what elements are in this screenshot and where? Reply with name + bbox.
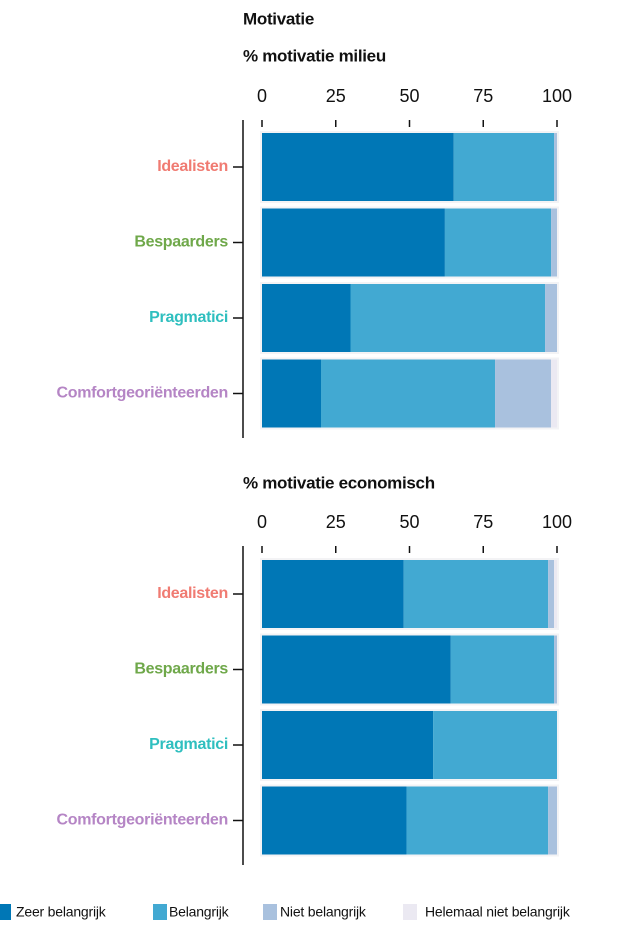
legend-label: Helemaal niet belangrijk [425,904,571,920]
x-tick-label: 25 [326,86,346,106]
legend-swatch [263,904,277,920]
x-tick-label: 75 [473,512,493,532]
x-tick-label: 100 [542,86,572,106]
category-label: Idealisten [157,585,228,602]
chart-subtitle: % motivatie milieu [243,46,386,65]
category-label: Pragmatici [149,309,228,326]
bar-segment [433,711,557,779]
legend-swatch [153,904,167,920]
legend-label: Niet belangrijk [280,904,367,920]
x-tick-label: 75 [473,86,493,106]
bar-segment [262,786,407,855]
category-label: Idealisten [157,158,228,175]
bar-segment [262,711,434,779]
bar-segment [548,560,555,628]
legend-swatch [0,904,11,920]
x-tick-label: 25 [326,512,346,532]
bar-segment [262,133,454,201]
bar-segment [262,208,445,277]
bar-segment [554,560,557,628]
category-label: Pragmatici [149,736,228,753]
legend-swatch [403,904,417,920]
chart-subtitle: % motivatie economisch [243,473,435,492]
category-label: Comfortgeoriënteerden [57,812,229,829]
bar-segment [444,208,552,277]
legend-label: Zeer belangrijk [16,904,107,920]
category-label: Bespaarders [134,234,228,251]
category-label: Comfortgeoriënteerden [57,385,229,402]
bar-segment [262,284,351,352]
bar-segment [262,635,451,704]
x-tick-label: 100 [542,512,572,532]
bar-segment [554,635,557,704]
x-tick-label: 50 [399,512,419,532]
bar-segment [450,635,555,704]
bar-segment [453,133,555,201]
x-tick-label: 0 [257,86,267,106]
chart-title: Motivatie [243,9,314,28]
bar-segment [548,786,557,855]
bar-segment [321,359,496,428]
bar-segment [406,786,549,855]
bar-segment [262,359,321,428]
bar-segment [262,560,404,628]
x-tick-label: 0 [257,512,267,532]
bar-segment [551,359,557,428]
category-label: Bespaarders [134,661,228,678]
bar-segment [495,359,552,428]
bar-segment [403,560,549,628]
legend-label: Belangrijk [169,904,230,920]
x-tick-label: 50 [399,86,419,106]
bar-segment [545,284,557,352]
bar-segment [350,284,546,352]
bar-segment [551,208,557,277]
bar-segment [554,133,557,201]
